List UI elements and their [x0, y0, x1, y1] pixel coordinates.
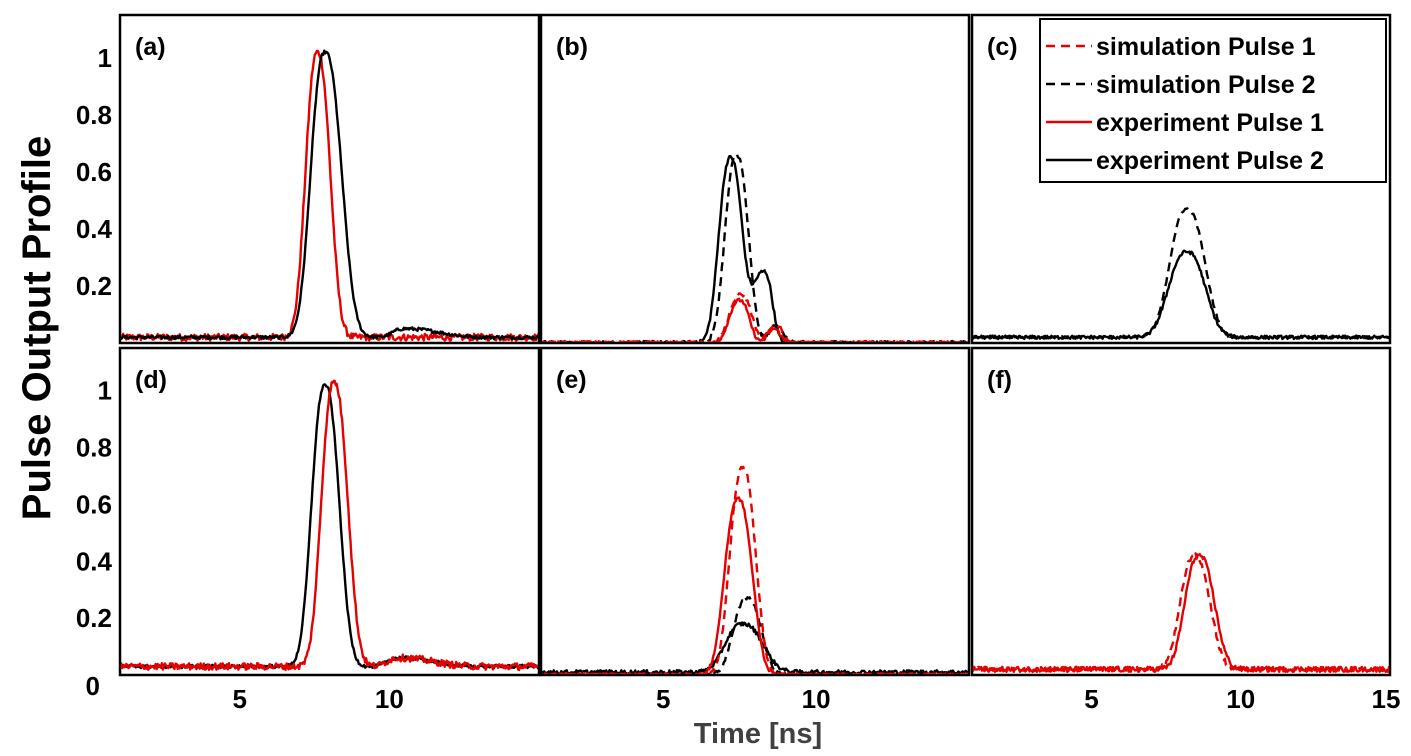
y-tick-label: 0.4 — [76, 214, 113, 244]
y-tick-label: 0.4 — [76, 546, 113, 576]
y-tick-label: 0.6 — [76, 157, 112, 187]
panel-b: (b) — [539, 13, 971, 345]
y-tick-label: 0.2 — [76, 603, 112, 633]
panel-f: (f) — [970, 346, 1392, 677]
x-tick-label: 5 — [232, 684, 246, 714]
x-tick-label: 5 — [1084, 684, 1098, 714]
panel-a: (a) — [118, 13, 541, 345]
y-axis-ticks: 0.2 0.4 0.6 0.8 1 0.2 0.4 0.6 0.8 1 0 — [76, 43, 113, 701]
series-line-simulation-pulse-1 — [973, 552, 1389, 673]
legend-entry: experiment Pulse 1 — [1096, 109, 1324, 137]
x-tick-label: 5 — [656, 684, 670, 714]
y-tick-label: 0.8 — [76, 433, 112, 463]
series-line-simulation-pulse-2 — [973, 207, 1389, 340]
y-axis-label: Pulse Output Profile — [15, 136, 59, 520]
x-tick-label: 10 — [375, 684, 404, 714]
panel-d: (d) — [118, 346, 541, 677]
series-line-experiment-pulse-2 — [121, 49, 538, 341]
panel-e: (e) — [539, 346, 971, 677]
panel-frame — [118, 346, 541, 677]
series-line-experiment-pulse-1 — [121, 379, 538, 672]
legend-box — [1039, 18, 1387, 183]
x-axis-label: Time [ns] — [694, 718, 822, 750]
panel-label: (d) — [135, 366, 167, 394]
y-tick-label: 0.6 — [76, 489, 112, 519]
panel-frame — [539, 346, 971, 677]
panel-label: (e) — [556, 366, 587, 394]
series-line-simulation-pulse-1 — [542, 465, 968, 674]
panel-label: (f) — [987, 366, 1012, 394]
y-tick-label: 1 — [98, 376, 112, 406]
panel-frame — [539, 13, 971, 345]
series-line-experiment-pulse-1 — [542, 297, 968, 342]
legend: simulation Pulse 1 simulation Pulse 2 expe… — [1039, 18, 1387, 183]
y-tick-label: 1 — [98, 43, 112, 73]
y-tick-label: 0.2 — [76, 271, 112, 301]
legend-entry: simulation Pulse 2 — [1096, 71, 1316, 99]
y-tick-label: 0.8 — [76, 100, 112, 130]
legend-entry: simulation Pulse 1 — [1096, 33, 1316, 61]
x-tick-label: 10 — [1226, 684, 1255, 714]
x-tick-label: 15 — [1372, 684, 1401, 714]
series-line-experiment-pulse-1 — [121, 49, 538, 342]
panel-label: (a) — [135, 33, 166, 61]
x-axis-ticks: 5 10 5 10 5 10 15 — [232, 684, 1400, 714]
x-tick-label: 10 — [802, 684, 831, 714]
panel-label: (c) — [987, 33, 1018, 61]
y-tick-label-zero: 0 — [86, 671, 100, 701]
panel-label: (b) — [556, 33, 588, 61]
legend-entry: experiment Pulse 2 — [1096, 147, 1324, 175]
